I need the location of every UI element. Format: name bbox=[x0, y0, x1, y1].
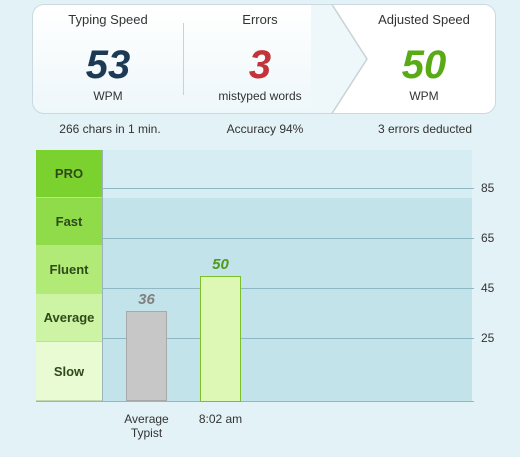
bar-value-label: 36 bbox=[138, 291, 155, 308]
y-tick-label: 25 bbox=[481, 331, 495, 345]
adjusted-speed-unit: WPM bbox=[409, 89, 439, 103]
x-category-label: 8:02 am bbox=[198, 412, 243, 426]
chart-baseline bbox=[36, 401, 474, 402]
y-tick-label: 85 bbox=[481, 181, 495, 195]
level-slow: Slow bbox=[36, 342, 102, 401]
typing-speed-unit: WPM bbox=[93, 89, 123, 103]
errors-stat: Errors 3 mistyped words bbox=[185, 5, 335, 113]
bar-current bbox=[200, 276, 241, 402]
errors-label: Errors bbox=[242, 12, 278, 27]
typing-speed-value: 53 bbox=[85, 43, 131, 87]
errors-deducted-text: 3 errors deducted bbox=[377, 122, 473, 136]
typing-speed-stat: Typing Speed 53 WPM bbox=[33, 5, 183, 113]
level-pro: PRO bbox=[36, 150, 102, 198]
stat-divider bbox=[183, 23, 184, 95]
results-panel: Typing Speed 53 WPM Errors 3 mistyped wo… bbox=[32, 4, 496, 114]
typing-speed-label: Typing Speed bbox=[68, 12, 148, 27]
chart-left-axis bbox=[102, 150, 103, 402]
arrow-separator bbox=[311, 5, 368, 113]
chart-plot-top-band bbox=[102, 150, 472, 198]
chars-per-minute-text: 266 chars in 1 min. bbox=[59, 122, 161, 136]
gridline-45 bbox=[102, 288, 474, 289]
level-average: Average bbox=[36, 294, 102, 342]
gridline-25 bbox=[102, 338, 474, 339]
adjusted-speed-label: Adjusted Speed bbox=[378, 12, 470, 27]
adjusted-speed-stat: Adjusted Speed 50 WPM bbox=[353, 5, 495, 113]
bar-average bbox=[126, 311, 167, 401]
accuracy-text: Accuracy 94% bbox=[226, 122, 304, 136]
level-fast: Fast bbox=[36, 198, 102, 246]
y-tick-label: 45 bbox=[481, 281, 495, 295]
x-category-label: Average Typist bbox=[124, 412, 169, 440]
bar-value-label: 50 bbox=[212, 256, 229, 273]
level-fluent: Fluent bbox=[36, 246, 102, 294]
errors-unit: mistyped words bbox=[218, 89, 302, 103]
y-tick-label: 65 bbox=[481, 231, 495, 245]
adjusted-speed-value: 50 bbox=[401, 43, 447, 87]
gridline-85 bbox=[102, 188, 474, 189]
errors-value: 3 bbox=[248, 43, 272, 87]
gridline-65 bbox=[102, 238, 474, 239]
